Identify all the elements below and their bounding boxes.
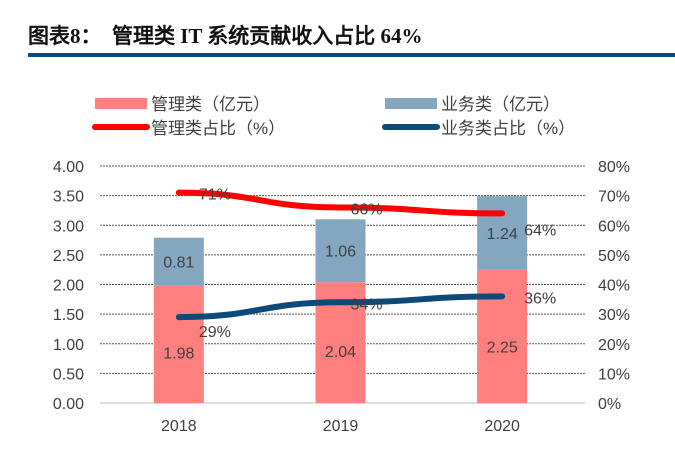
line-data-label: 36% xyxy=(524,290,556,307)
y-right-tick-label: 0% xyxy=(598,396,621,413)
bar-segment xyxy=(477,196,528,270)
line-series xyxy=(175,189,506,217)
line-data-label: 71% xyxy=(199,187,231,204)
bar-segment xyxy=(315,219,366,283)
bar-data-label: 1.98 xyxy=(163,345,194,362)
y-right-tick-label: 50% xyxy=(598,248,630,265)
legend-swatch xyxy=(385,98,437,109)
y-left-tick-label: 3.00 xyxy=(53,218,84,235)
bar-data-label: 0.81 xyxy=(163,255,194,272)
line-series xyxy=(175,293,506,321)
y-left-tick-label: 1.00 xyxy=(53,337,84,354)
bar-data-label: 1.24 xyxy=(487,226,518,243)
y-left-tick-label: 3.50 xyxy=(53,189,84,206)
bar-data-label: 2.04 xyxy=(325,344,356,361)
y-right-tick-label: 10% xyxy=(598,366,630,383)
legend-label: 业务类（亿元） xyxy=(441,95,560,114)
y-right-tick-label: 60% xyxy=(598,218,630,235)
y-left-tick-label: 0.00 xyxy=(53,396,84,413)
y-right-tick-label: 70% xyxy=(598,189,630,206)
y-right-tick-label: 80% xyxy=(598,159,630,176)
x-tick-label: 2019 xyxy=(323,418,359,435)
bar-data-label: 1.06 xyxy=(325,244,356,261)
bar-data-label: 2.25 xyxy=(487,339,518,356)
y-left-tick-label: 4.00 xyxy=(53,159,84,176)
legend-label: 管理类（亿元） xyxy=(151,95,270,114)
legend-label: 业务类占比（%） xyxy=(441,119,575,138)
y-right-tick-label: 20% xyxy=(598,337,630,354)
line-data-label: 34% xyxy=(351,296,383,313)
legend-swatch xyxy=(95,98,147,109)
chart-title: 图表8： 管理类 IT 系统贡献收入占比 64% xyxy=(28,24,423,48)
y-left-tick-label: 1.50 xyxy=(53,307,84,324)
legend-label: 管理类占比（%） xyxy=(151,119,285,138)
title-divider xyxy=(28,53,675,57)
x-tick-label: 2020 xyxy=(484,418,520,435)
y-right-tick-label: 30% xyxy=(598,307,630,324)
bar-segment xyxy=(153,237,204,286)
line-data-label: 64% xyxy=(524,222,556,239)
y-left-tick-label: 0.50 xyxy=(53,366,84,383)
line-data-label: 29% xyxy=(199,324,231,341)
y-left-tick-label: 2.00 xyxy=(53,278,84,295)
y-right-tick-label: 40% xyxy=(598,278,630,295)
line-data-label: 66% xyxy=(351,201,383,218)
bar-segment xyxy=(477,269,528,403)
x-tick-label: 2018 xyxy=(161,418,197,435)
bar-segment xyxy=(153,285,204,403)
y-left-tick-label: 2.50 xyxy=(53,248,84,265)
